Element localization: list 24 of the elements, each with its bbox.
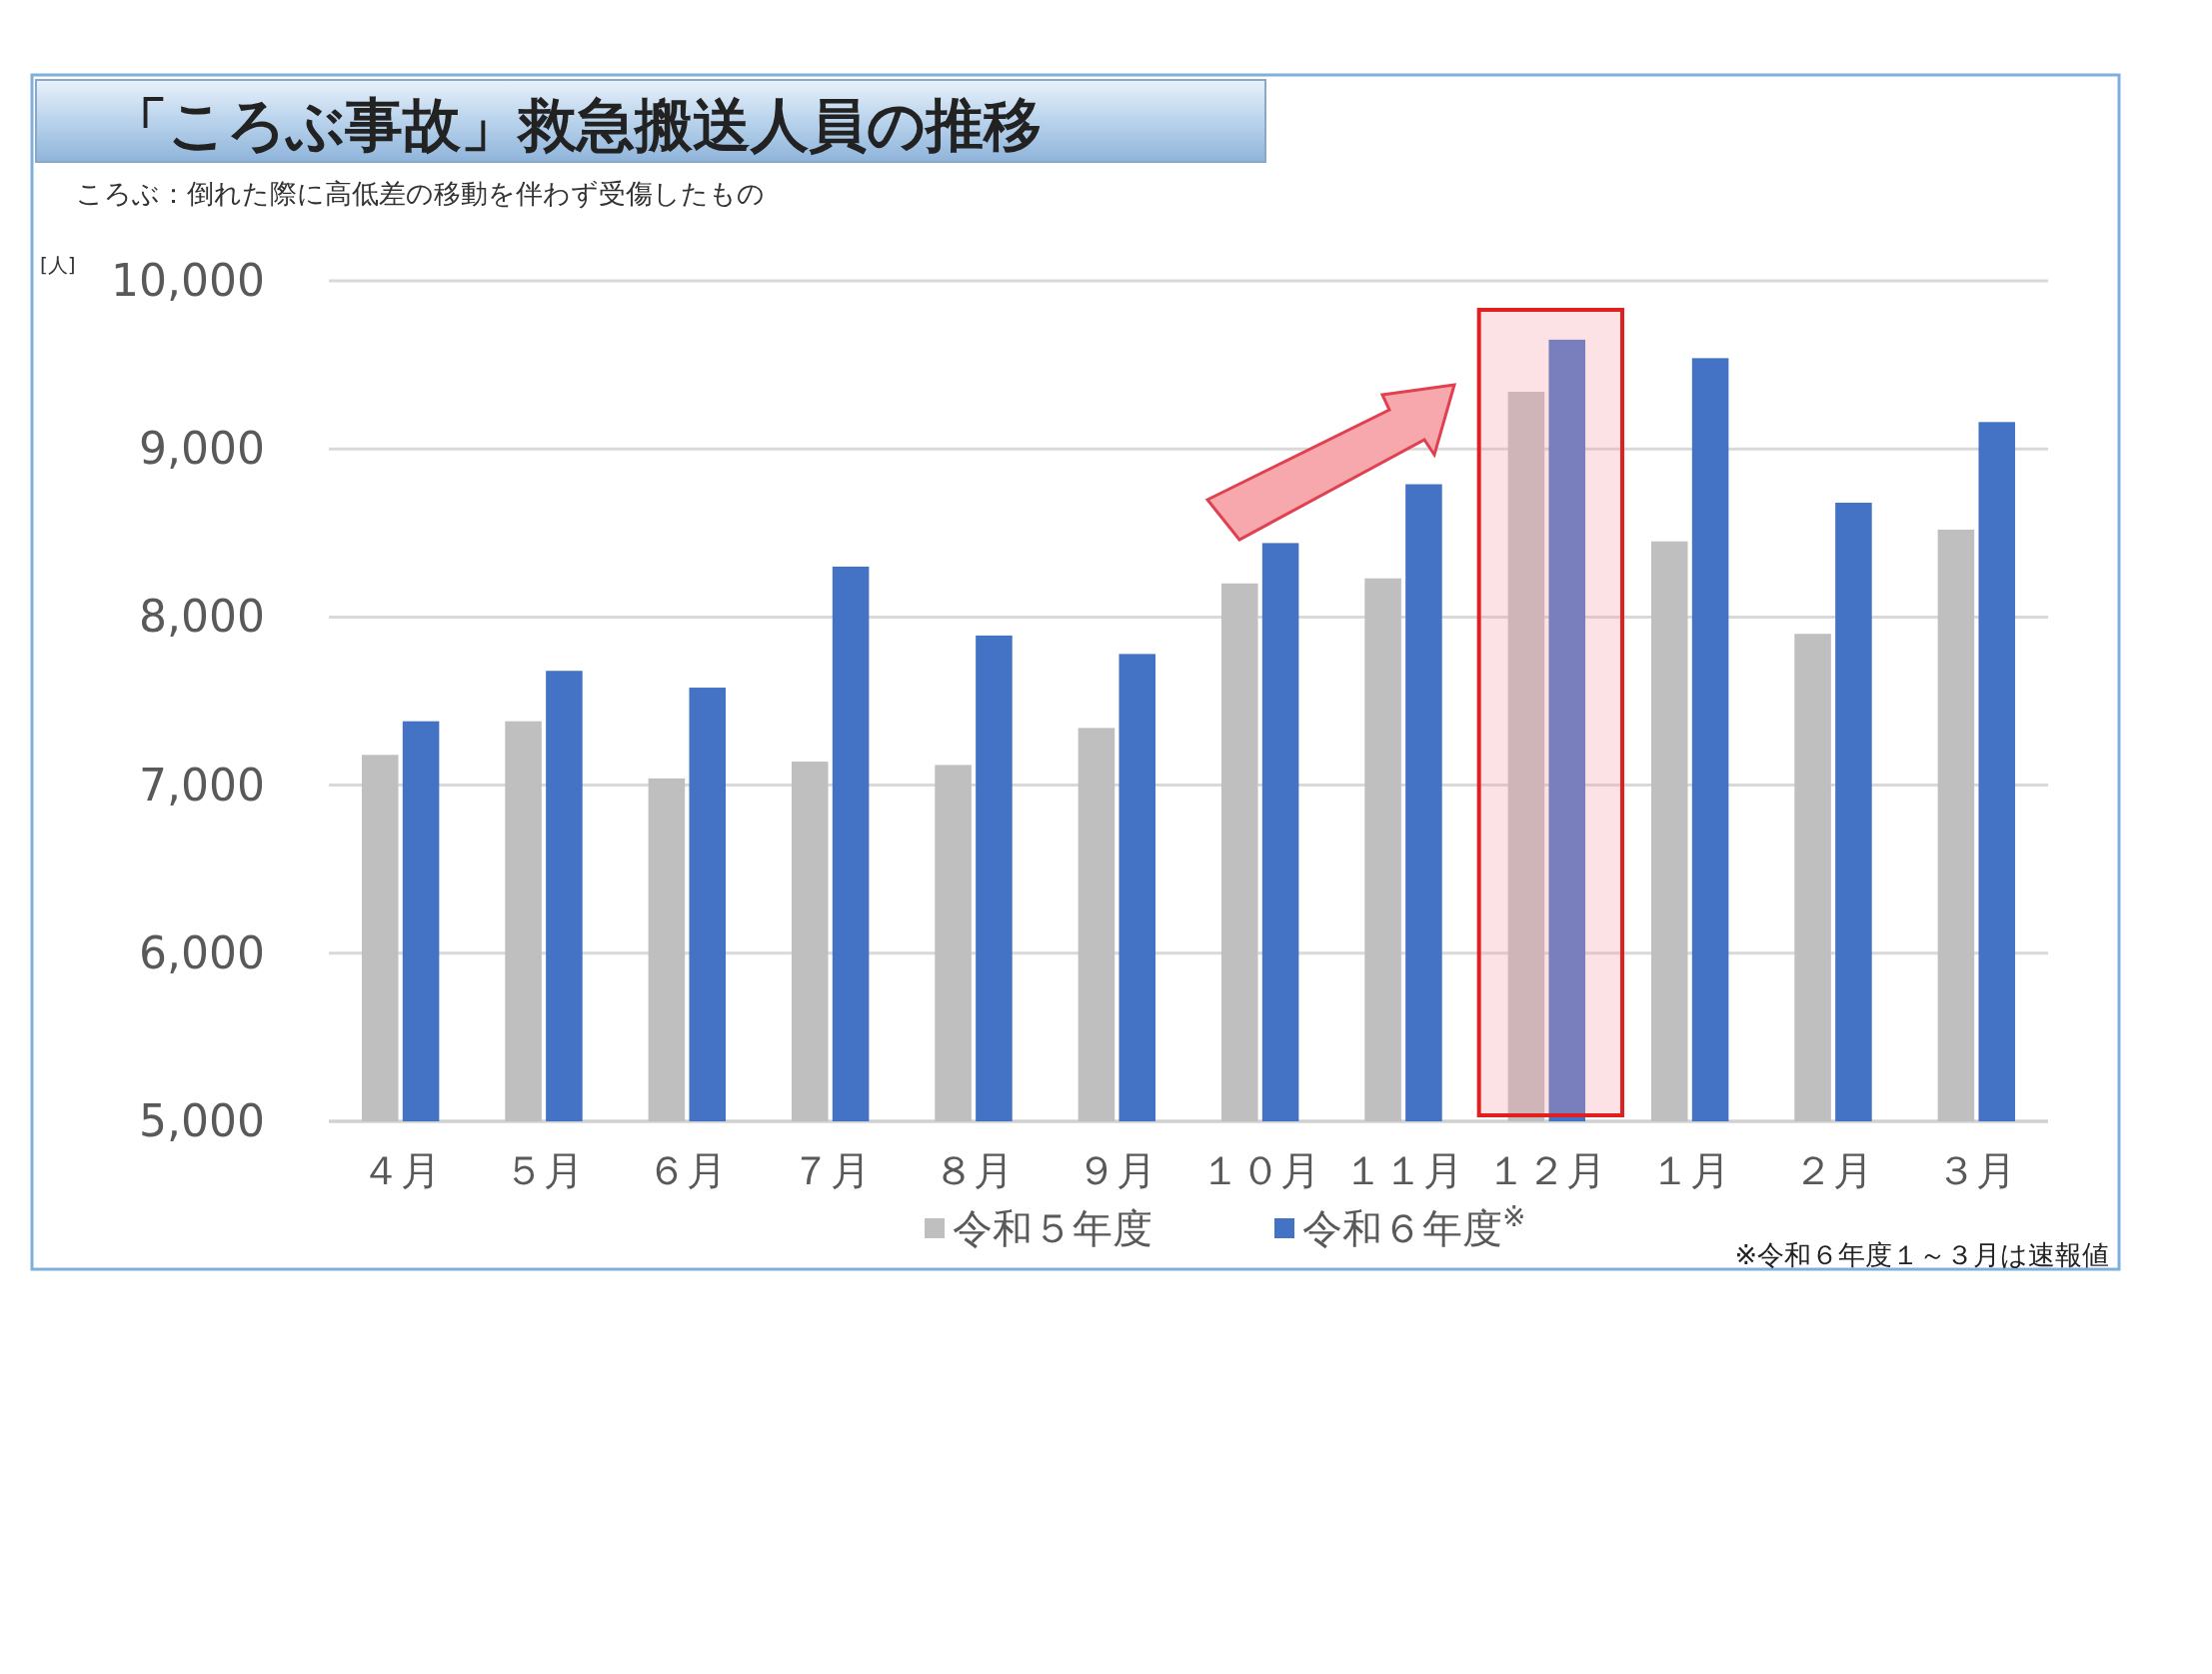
x-tick-label: １０月 [1199,1147,1320,1193]
x-tick-label: １月 [1649,1147,1730,1193]
x-tick-label: ８月 [934,1147,1014,1193]
x-tick-label: ４月 [360,1147,441,1193]
chart-subtitle: ころぶ：倒れた際に高低差の移動を伴わず受傷したもの [76,178,765,209]
y-tick-label: 8,000 [139,591,265,643]
y-tick-label: 5,000 [139,1095,265,1146]
chart-title: 「ころぶ事故」救急搬送人員の推移 [110,91,1042,159]
x-tick-label: ７月 [790,1147,871,1193]
x-tick-label: ３月 [1936,1147,2017,1193]
y-tick-label: 9,000 [139,423,265,475]
x-tick-label: １１月 [1343,1147,1463,1193]
y-tick-label: 6,000 [139,926,265,978]
x-tick-label: ９月 [1077,1147,1157,1193]
y-tick-label: 7,000 [139,759,265,811]
x-tick-label: １２月 [1486,1147,1607,1193]
legend-label: 令和６年度$^{※}$ [1302,1199,1526,1251]
y-axis-title: [人] [40,253,76,277]
text: ※令和６年度１～３月は速報値 [1734,1239,2109,1270]
legend-label: 令和５年度 [953,1205,1152,1251]
x-tick-label: ６月 [647,1147,728,1193]
x-tick-label: ２月 [1793,1147,1873,1193]
x-tick-label: ５月 [504,1147,584,1193]
y-tick-label: 10,000 [111,255,265,306]
